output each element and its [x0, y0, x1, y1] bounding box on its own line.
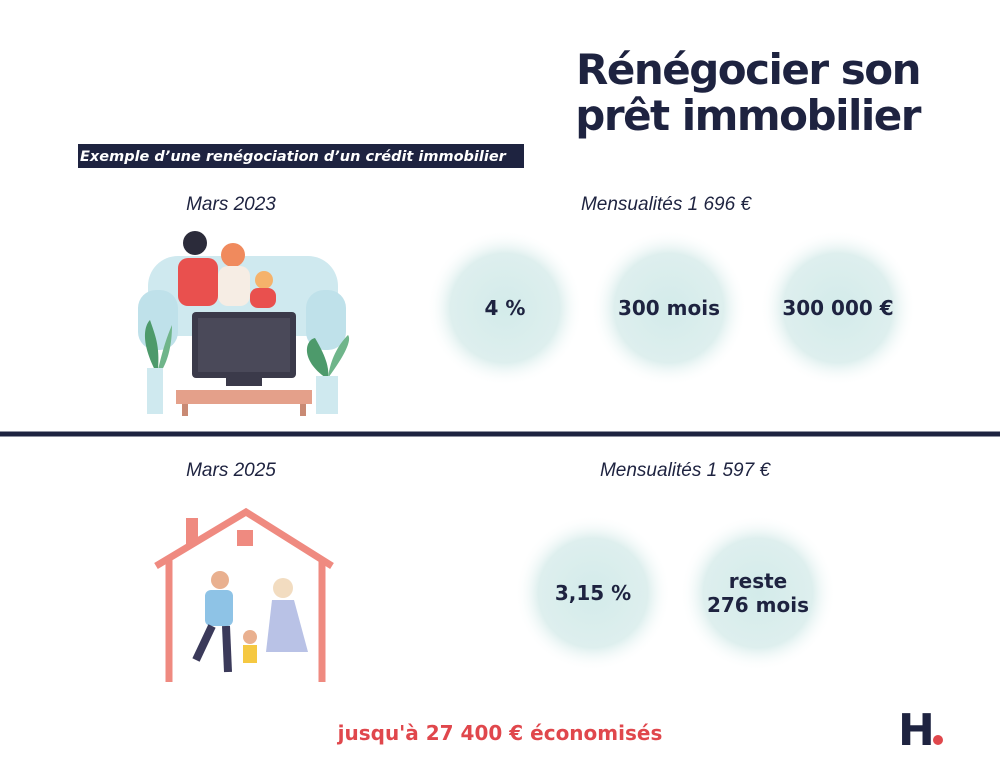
- logo-letter: H: [898, 705, 935, 756]
- subtitle: Exemple d’une renégociation d’un crédit …: [80, 149, 507, 165]
- bubble-line: 3,15 %: [555, 581, 631, 605]
- bubble: [591, 230, 747, 386]
- section-date: Mars 2025: [186, 460, 276, 481]
- bubble-text: 300 000 €: [782, 296, 893, 320]
- title-line: Rénégocier son: [576, 45, 920, 94]
- bubble-text: reste 276 mois: [707, 569, 809, 617]
- bubble-text: 3,15 %: [555, 581, 631, 605]
- bubble-line: 4 %: [485, 296, 526, 320]
- savings: jusqu'à 27 400 € économisés: [337, 721, 663, 745]
- bubble: [760, 230, 916, 386]
- monthly-payment: Mensualités 1 597 €: [600, 460, 771, 481]
- subtitle-bg: [78, 144, 524, 168]
- dancing-family: [192, 571, 308, 673]
- logo-dot: [933, 735, 943, 745]
- title-line: prêt immobilier: [575, 91, 921, 140]
- bubble-text: 300 mois: [618, 296, 720, 320]
- bubble: [427, 230, 583, 386]
- sections: Mars 2023 Mensualités 1 696 € 4 % 300 mois 3…: [186, 194, 916, 671]
- section-date: Mars 2023: [186, 194, 276, 215]
- family-tv-illustration: [138, 231, 350, 416]
- bubble-line: reste: [729, 569, 787, 593]
- bubble: [515, 515, 671, 671]
- bubble-line: 276 mois: [707, 593, 809, 617]
- monthly-payment: Mensualités 1 696 €: [581, 194, 752, 215]
- bubble: [680, 515, 836, 671]
- bubble-text: 4 %: [485, 296, 526, 320]
- family-house-illustration: [154, 507, 334, 682]
- logo: H: [898, 705, 943, 756]
- bubble-line: 300 mois: [618, 296, 720, 320]
- bubble-line: 300 000 €: [782, 296, 893, 320]
